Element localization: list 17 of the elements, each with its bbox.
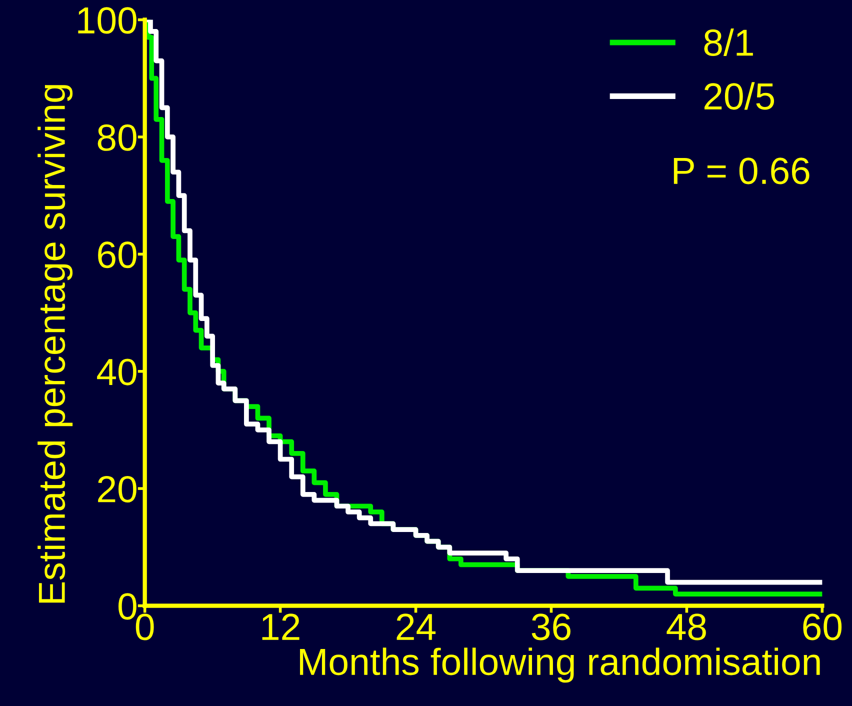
y-axis-title: Estimated percentage surviving (38, 84, 73, 603)
annotation: P = 0.66 (674, 158, 810, 184)
x-tick-label: 12 (262, 614, 300, 640)
legend-label: 8/1 (704, 28, 753, 56)
y-tick-label: 0 (118, 593, 136, 620)
y-tick-label: 20 (98, 476, 136, 503)
x-tick-label: 0 (136, 614, 154, 640)
y-tick-label: 40 (97, 358, 136, 386)
x-tick-label: 48 (666, 614, 706, 640)
x-axis-title: Months following randomisation (300, 648, 820, 683)
x-tick-label: 36 (532, 614, 570, 640)
y-tick-label: 100 (78, 7, 136, 34)
y-tick-label: 60 (98, 242, 136, 268)
x-tick-label: 60 (803, 614, 842, 640)
y-tick-label: 80 (98, 124, 136, 151)
legend-label: 20/5 (704, 82, 774, 110)
x-tick-label: 24 (396, 614, 436, 640)
